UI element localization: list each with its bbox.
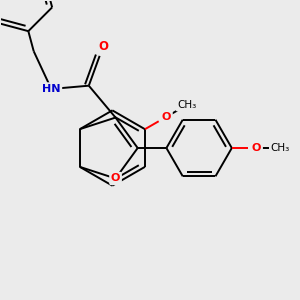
Text: O: O: [252, 143, 261, 153]
Text: CH₃: CH₃: [271, 143, 290, 153]
Text: O: O: [111, 173, 120, 184]
Text: O: O: [162, 112, 171, 122]
Text: O: O: [98, 40, 108, 53]
Text: HN: HN: [42, 84, 61, 94]
Text: CH₃: CH₃: [177, 100, 196, 110]
